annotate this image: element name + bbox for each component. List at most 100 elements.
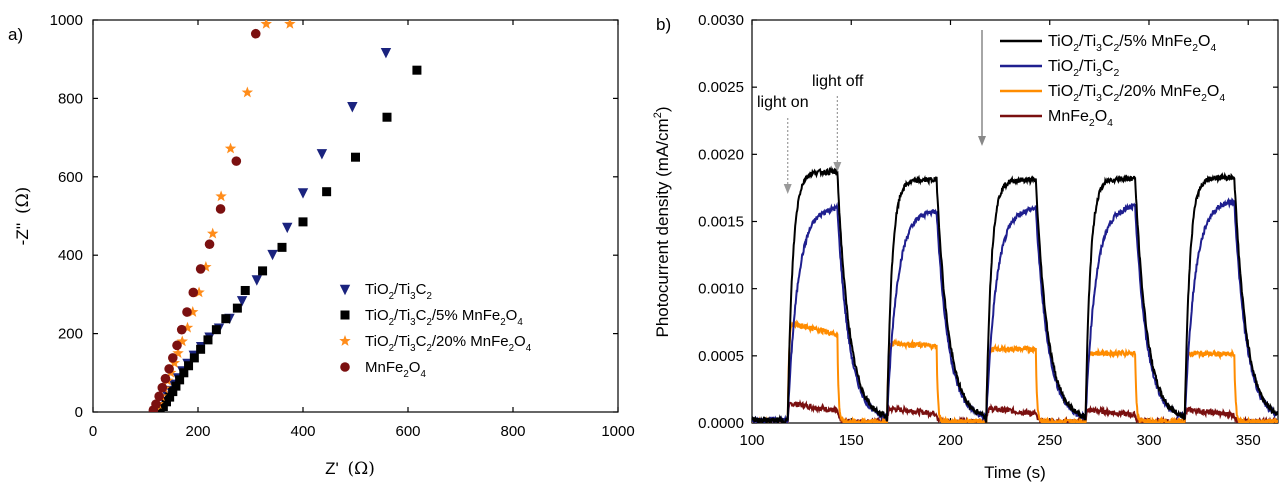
panel-a-point-2 — [412, 66, 421, 75]
panel-a-nyquist-plot: a) -Z'' (Ω) Z' (Ω) 0 200 400 600 800 1000 0 200… — [8, 12, 635, 479]
panel-a-point-4 — [251, 29, 261, 39]
panel-a-point-3 — [242, 87, 253, 98]
panel-a-point-1 — [252, 275, 262, 285]
panel-a-label: a) — [8, 25, 23, 44]
panel-a-y-tick-label: 800 — [58, 90, 83, 107]
panel-a-legend-label-1: TiO2/Ti3C2 — [365, 281, 432, 302]
light-on-arrow-head — [784, 184, 792, 194]
panel-a-point-2 — [203, 335, 212, 344]
panel-a-point-1 — [282, 223, 292, 233]
panel-a-legend-label-2: TiO2/Ti3C2/5% MnFe2O4 — [365, 307, 523, 328]
panel-a-x-tick-label: 600 — [395, 423, 420, 440]
panel-a-point-2 — [196, 345, 205, 354]
panel-a-y-tick-label: 0 — [75, 404, 83, 421]
panel-b-trace-2 — [752, 200, 1278, 423]
panel-a-x-tick-label: 0 — [89, 423, 97, 440]
panel-a-point-4 — [154, 392, 164, 402]
panel-a-point-2 — [258, 266, 267, 275]
panel-a-point-3 — [215, 190, 226, 201]
svg-text:Photocurrent density (mA/cm2): Photocurrent density (mA/cm2) — [652, 107, 672, 338]
panel-a-frame — [93, 20, 618, 412]
panel-b-plot-area: 100 150 200 250 300 350 0.0000 0.0005 0.0010 0.00… — [698, 12, 1278, 449]
panel-b-x-tick-label: 300 — [1136, 432, 1161, 449]
panel-b-legend-label-2: TiO2/Ti3C2 — [1048, 58, 1120, 79]
panel-b-legend: TiO2/Ti3C2/5% MnFe2O4 TiO2/Ti3C2 TiO2/Ti3C… — [978, 30, 1225, 146]
panel-b-legend-label-4: MnFe2O4 — [1048, 108, 1113, 129]
panel-a-legend-marker-2 — [341, 311, 350, 320]
panel-b-x-tick-label: 100 — [739, 432, 764, 449]
panel-a-x-tick-label: 200 — [185, 423, 210, 440]
panel-a-point-2 — [351, 153, 360, 162]
panel-b-x-tick-label: 250 — [1037, 432, 1062, 449]
panel-a-legend-marker-1 — [340, 285, 350, 295]
panel-a-point-4 — [216, 204, 226, 214]
panel-a-point-2 — [383, 113, 392, 122]
panel-b-photocurrent-plot: b) Photocurrent density (mA/cm2) Time (s… — [652, 12, 1278, 482]
panel-a-legend-label-3: TiO2/Ti3C2/20% MnFe2O4 — [365, 333, 532, 354]
panel-b-traces — [752, 169, 1278, 424]
panel-a-point-2 — [212, 325, 221, 334]
panel-a-y-tick-label: 1000 — [50, 12, 83, 29]
panel-a-point-4 — [182, 307, 192, 317]
panel-a-y-tick-label: 400 — [58, 247, 83, 264]
panel-a-point-4 — [168, 353, 178, 363]
panel-b-y-tick-label: 0.0030 — [698, 12, 744, 29]
panel-a-point-1 — [298, 188, 308, 198]
panel-a-point-3 — [225, 143, 236, 154]
panel-a-y-axis-label: -Z'' (Ω) — [13, 187, 33, 246]
panel-b-y-tick-label: 0.0005 — [698, 348, 744, 365]
panel-a-plot-area: 0 200 400 600 800 1000 0 200 400 600 800 1000 TiO2/T… — [50, 12, 635, 440]
svg-text:-Z'' (Ω): -Z'' (Ω) — [13, 187, 33, 246]
panel-b-y-tick-label: 0.0020 — [698, 146, 744, 163]
panel-a-x-tick-label: 800 — [500, 423, 525, 440]
panel-a-legend-label-4: MnFe2O4 — [365, 359, 426, 380]
panel-a-point-4 — [188, 288, 198, 298]
light-on-label: light on — [757, 94, 809, 111]
panel-a-point-1 — [317, 149, 327, 159]
panel-a-y-tick-label: 600 — [58, 169, 83, 186]
panel-b-legend-label-3: TiO2/Ti3C2/20% MnFe2O4 — [1048, 83, 1225, 104]
panel-a-y-tick-label: 200 — [58, 326, 83, 343]
panel-a-point-2 — [278, 243, 287, 252]
panel-a-point-1 — [267, 250, 277, 260]
panel-a-point-4 — [232, 156, 242, 166]
panel-b-y-tick-label: 0.0010 — [698, 281, 744, 298]
panel-b-y-axis-label: Photocurrent density (mA/cm2) — [652, 107, 672, 338]
panel-a-point-4 — [172, 341, 182, 351]
panel-a-x-axis-label: Z' (Ω) — [325, 459, 375, 479]
legend-order-arrow-head — [978, 136, 986, 146]
panel-b-y-tick-label: 0.0000 — [698, 415, 744, 432]
panel-a-markers — [149, 18, 422, 416]
panel-b-trace-4 — [752, 402, 1278, 425]
panel-a-x-tick-label: 400 — [290, 423, 315, 440]
panel-b-x-tick-label: 350 — [1236, 432, 1261, 449]
panel-a-legend-marker-4 — [340, 362, 350, 372]
svg-text:Z' (Ω): Z' (Ω) — [325, 459, 375, 479]
panel-b-x-tick-label: 150 — [839, 432, 864, 449]
panel-a-point-4 — [164, 364, 174, 374]
panel-a-point-4 — [161, 374, 171, 384]
panel-a-point-3 — [207, 228, 218, 239]
panel-b-x-axis-label: Time (s) — [984, 463, 1046, 482]
light-off-label: light off — [812, 73, 864, 90]
panel-b-x-tick-label: 200 — [938, 432, 963, 449]
panel-a-point-2 — [184, 361, 193, 370]
panel-a-x-tick-label: 1000 — [601, 423, 634, 440]
panel-b-legend-label-1: TiO2/Ti3C2/5% MnFe2O4 — [1048, 33, 1216, 54]
panel-b-y-tick-label: 0.0025 — [698, 79, 744, 96]
panel-a-legend-marker-3 — [339, 335, 350, 346]
panel-a-point-2 — [241, 286, 250, 295]
panel-a-point-2 — [233, 304, 242, 313]
panel-a-point-4 — [177, 325, 187, 335]
panel-a-point-1 — [347, 102, 357, 112]
panel-a-point-2 — [322, 187, 331, 196]
panel-a-point-4 — [158, 383, 168, 393]
panel-a-point-1 — [381, 48, 391, 58]
panel-b-label: b) — [656, 15, 671, 34]
panel-a-point-2 — [190, 353, 199, 362]
panel-a-point-4 — [196, 264, 206, 274]
panel-a-point-4 — [205, 239, 215, 249]
panel-a-legend: TiO2/Ti3C2 TiO2/Ti3C2/5% MnFe2O4 TiO2/Ti3C… — [339, 281, 531, 380]
panel-b-y-tick-label: 0.0015 — [698, 214, 744, 231]
